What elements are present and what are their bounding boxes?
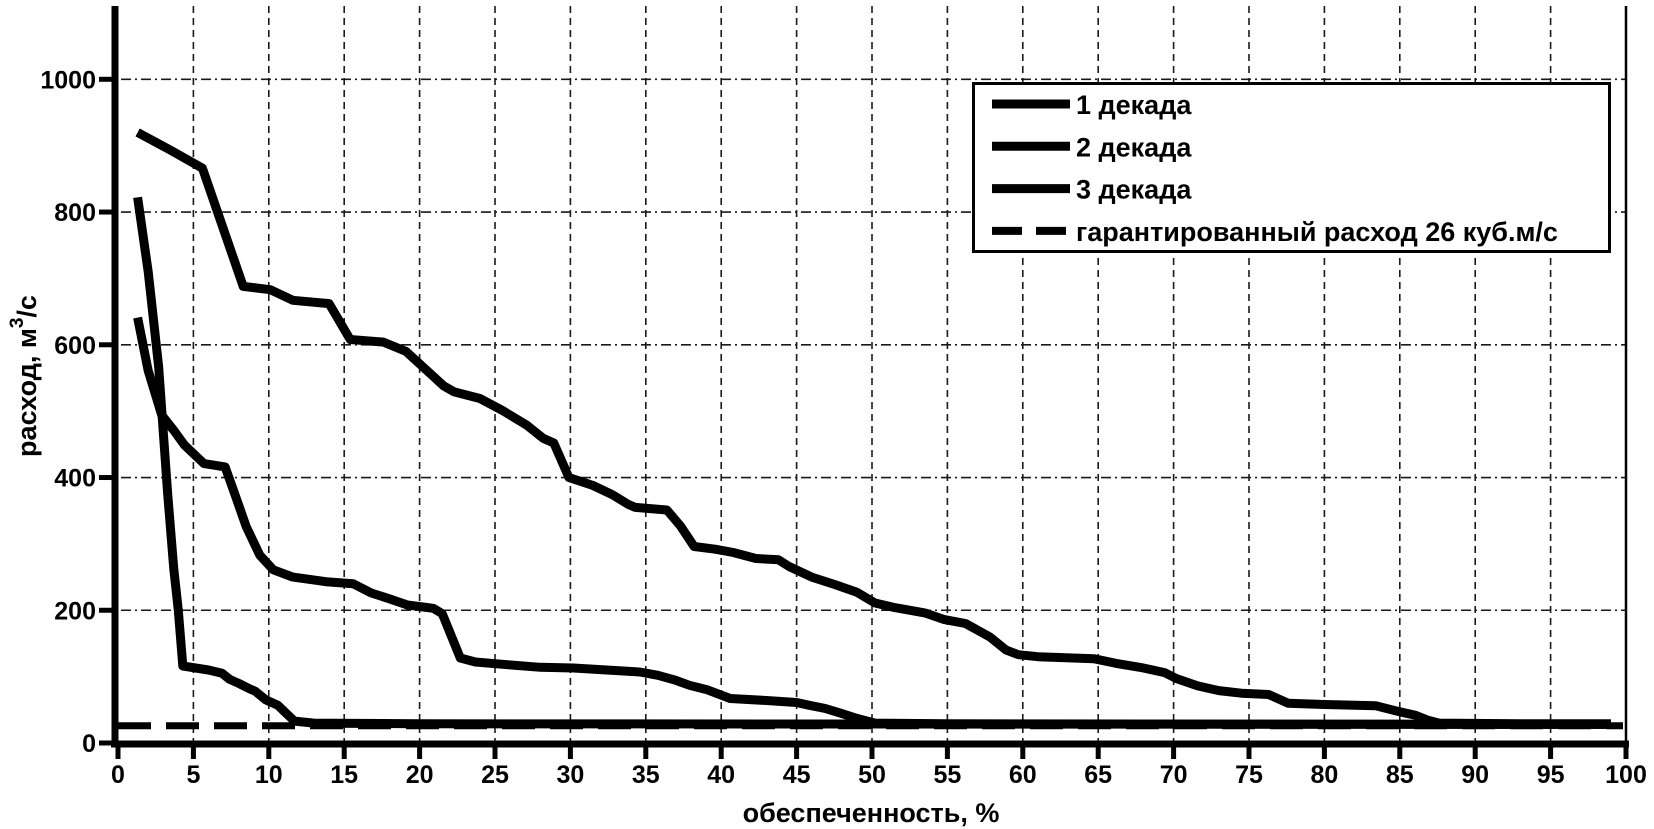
x-tick-label: 20 — [406, 761, 434, 789]
x-tick-label: 90 — [1461, 761, 1489, 789]
y-tick-label: 200 — [54, 597, 96, 625]
y-axis-title-prefix: расход, м — [12, 328, 42, 457]
x-tick-label: 25 — [481, 761, 509, 789]
x-tick-label: 70 — [1160, 761, 1188, 789]
x-tick-label: 40 — [707, 761, 735, 789]
x-tick-label: 5 — [186, 761, 200, 789]
series-line-1 — [135, 128, 1611, 729]
y-tick-label: 800 — [54, 199, 96, 227]
y-axis-title-suffix: /с — [12, 295, 42, 318]
x-tick-label: 55 — [933, 761, 961, 789]
x-tick-label: 0 — [111, 761, 125, 789]
x-tick-label: 80 — [1310, 761, 1338, 789]
y-axis-title: расход, м3/с — [7, 295, 42, 457]
x-tick-label: 35 — [632, 761, 660, 789]
y-tick-label: 0 — [82, 730, 96, 758]
y-tick-label: 1000 — [40, 66, 96, 94]
x-axis-title: обеспеченность, % — [743, 798, 1000, 828]
legend-label-4: гарантированный расход 26 куб.м/с — [1076, 217, 1558, 247]
data-series — [118, 128, 1623, 730]
x-tick-label: 95 — [1537, 761, 1565, 789]
x-tick-label: 75 — [1235, 761, 1263, 789]
axis-ticks — [99, 76, 1629, 759]
x-tick-label: 10 — [255, 761, 283, 789]
legend-label-1: 1 декада — [1076, 90, 1192, 120]
series-line-2 — [133, 316, 1611, 729]
x-tick-label: 45 — [783, 761, 811, 789]
series-line-3 — [133, 196, 1611, 729]
x-tick-label: 65 — [1084, 761, 1112, 789]
y-tick-label: 600 — [54, 332, 96, 360]
y-tick-label: 400 — [54, 465, 96, 493]
x-tick-label: 30 — [556, 761, 584, 789]
legend-label-3: 3 декада — [1076, 175, 1192, 205]
legend-box — [972, 82, 1611, 253]
axes — [111, 6, 1629, 748]
x-tick-label: 85 — [1386, 761, 1414, 789]
x-tick-label: 100 — [1605, 761, 1647, 789]
legend-label-2: 2 декада — [1076, 132, 1192, 162]
x-tick-label: 60 — [1009, 761, 1037, 789]
legend: 1 декада 2 декада 3 декада гарантированный … — [972, 82, 1611, 253]
x-tick-label: 15 — [330, 761, 358, 789]
tick-labels: 0 5 10 15 20 25 30 35 40 45 50 55 60 65 70 75 80 85 90 95 10… — [40, 66, 1646, 789]
x-tick-label: 50 — [858, 761, 886, 789]
y-axis-title-superscript: 3 — [7, 318, 28, 329]
